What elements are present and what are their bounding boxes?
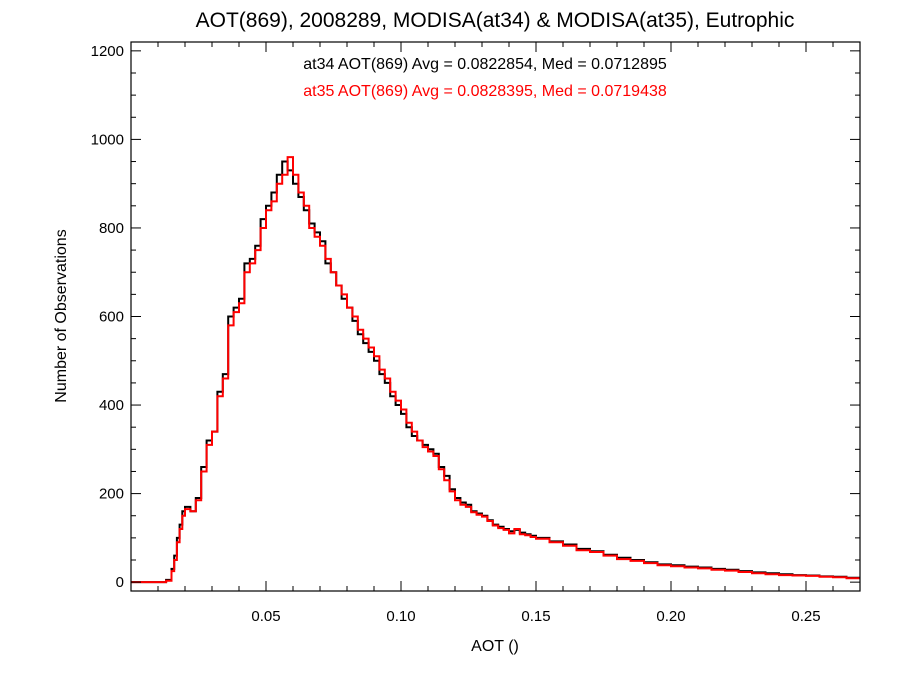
x-tick-label: 0.10 [386,608,415,625]
y-tick-label: 1000 [91,131,124,148]
series-layer [131,156,860,584]
annotation-at35: at35 AOT(869) Avg = 0.0828395, Med = 0.0… [303,83,667,100]
y-axis-label: Number of Observations [53,229,70,402]
y-tick-label: 400 [99,397,124,414]
y-tick-label: 800 [99,220,124,237]
x-tick-label: 0.15 [521,608,550,625]
y-tick-label: 1200 [91,43,124,60]
chart-title: AOT(869), 2008289, MODISA(at34) & MODISA… [196,9,795,32]
y-tick-label: 600 [99,309,124,326]
y-tick-label: 0 [116,574,124,591]
y-axis-ticks: 0 200 400 600 800 1000 1200 [91,43,860,591]
x-tick-label: 0.20 [656,608,685,625]
x-tick-label: 0.05 [251,608,280,625]
x-tick-label: 0.25 [791,608,820,625]
x-axis-label: AOT () [471,638,519,655]
series-at35-line [131,156,860,584]
x-axis-ticks: 0.05 0.10 0.15 0.20 0.25 [157,42,834,625]
y-tick-label: 200 [99,486,124,503]
annotation-at34: at34 AOT(869) Avg = 0.0822854, Med = 0.0… [303,56,667,73]
